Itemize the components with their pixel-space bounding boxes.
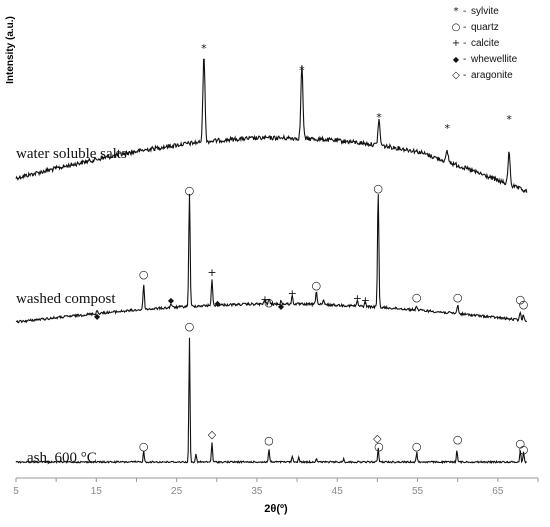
- legend-label: quartz: [471, 22, 499, 33]
- x-tick-label: 45: [332, 486, 344, 497]
- x-tick-label: 25: [171, 486, 183, 497]
- legend: * - sylvite○ - quartz+ - calcite◆ - whewellite◇ -…: [452, 6, 518, 81]
- x-tick-label: 35: [251, 486, 263, 497]
- y-axis-label: Intensity (a.u.): [5, 16, 16, 84]
- peak-marker: ○: [519, 443, 529, 456]
- legend-dash: -: [463, 6, 466, 17]
- legend-label: calcite: [471, 38, 500, 49]
- traces: [15, 58, 528, 465]
- peak-marker: *: [506, 113, 512, 126]
- x-axis-label: 2θ(º): [264, 503, 288, 515]
- trace-line: [15, 193, 528, 324]
- peak-marker: ○: [264, 434, 274, 447]
- peak-marker: ○: [139, 268, 149, 281]
- trace-line: [15, 58, 528, 193]
- peak-markers: *****◆○◆○+◆ +○ ◆+○++○○ ○ ○○○○◇ ○ ◇○ ○○ ○○: [94, 42, 528, 456]
- legend-symbol: *: [454, 6, 459, 17]
- x-tick-label: 15: [91, 486, 103, 497]
- peak-marker: ◆: [278, 302, 285, 311]
- peak-marker: ◇: [373, 432, 382, 445]
- legend-dash: -: [463, 54, 466, 65]
- peak-marker: +: [288, 287, 297, 300]
- peak-marker: +: [207, 266, 216, 279]
- peak-marker: *: [201, 42, 207, 55]
- legend-symbol: ◆: [453, 55, 460, 64]
- legend-symbol: ◇: [452, 70, 460, 81]
- legend-symbol: ○: [452, 22, 461, 33]
- legend-label: sylvite: [471, 6, 499, 17]
- peak-marker: ◇: [208, 428, 217, 441]
- peak-marker: ◆: [168, 296, 175, 305]
- x-tick-label: 65: [492, 486, 504, 497]
- peak-marker: ○: [264, 296, 274, 309]
- legend-dash: -: [463, 22, 466, 33]
- x-tick-label: 5: [13, 486, 19, 497]
- peak-marker: ○: [139, 440, 149, 453]
- peak-marker: ○: [312, 279, 322, 292]
- peak-marker: *: [376, 111, 382, 124]
- peak-marker: ○: [185, 320, 195, 333]
- peak-marker: ◆: [214, 299, 221, 308]
- legend-dash: -: [463, 70, 466, 81]
- legend-dash: -: [463, 38, 466, 49]
- peak-marker: ○: [412, 440, 422, 453]
- x-tick-label: 55: [412, 486, 424, 497]
- peak-marker: +: [260, 293, 269, 306]
- series-label: ash, 600 °C: [27, 450, 97, 466]
- legend-symbol: +: [452, 38, 460, 49]
- series-label: washed compost: [16, 291, 116, 307]
- peak-marker: ○: [373, 182, 383, 195]
- trace-line: [15, 337, 527, 465]
- peak-marker: ◆: [94, 312, 101, 321]
- peak-marker: ○: [516, 293, 526, 306]
- series-labels: water soluble salts washed compost ash, 60…: [16, 146, 127, 466]
- peak-marker: +: [361, 294, 370, 307]
- legend-label: whewellite: [470, 54, 518, 65]
- legend-label: aragonite: [471, 70, 513, 81]
- peak-marker: ○: [453, 433, 463, 446]
- peak-marker: *: [299, 64, 305, 77]
- peak-marker: ○: [516, 437, 526, 450]
- series-label: water soluble salts: [16, 146, 127, 162]
- peak-marker: *: [445, 122, 451, 135]
- peak-marker: ○: [453, 291, 463, 304]
- peak-marker: ○: [185, 184, 195, 197]
- peak-marker: ○: [412, 291, 422, 304]
- peak-marker: ○: [374, 440, 384, 453]
- peak-marker: +: [353, 292, 362, 305]
- peak-marker: ○: [519, 298, 529, 311]
- axes: 5 15 25 35 45 55 65: [13, 477, 539, 497]
